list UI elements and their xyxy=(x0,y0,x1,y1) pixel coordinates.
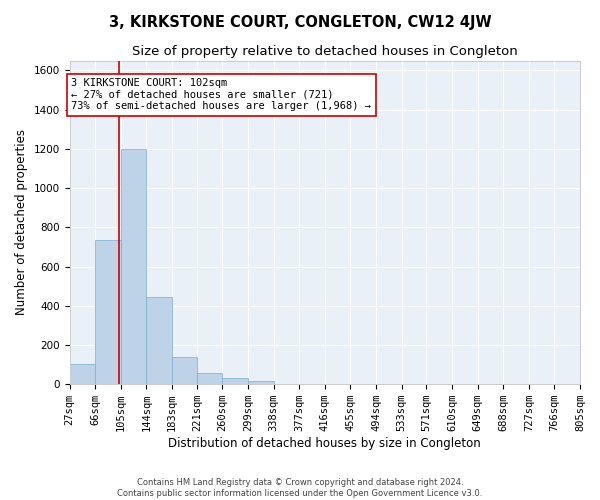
Bar xyxy=(70,364,95,384)
Bar xyxy=(146,297,172,384)
Bar xyxy=(121,149,146,384)
Text: 3, KIRKSTONE COURT, CONGLETON, CW12 4JW: 3, KIRKSTONE COURT, CONGLETON, CW12 4JW xyxy=(109,15,491,30)
Bar xyxy=(95,240,121,384)
Text: Contains HM Land Registry data © Crown copyright and database right 2024.
Contai: Contains HM Land Registry data © Crown c… xyxy=(118,478,482,498)
Text: 3 KIRKSTONE COURT: 102sqm
← 27% of detached houses are smaller (721)
73% of semi: 3 KIRKSTONE COURT: 102sqm ← 27% of detac… xyxy=(71,78,371,112)
Title: Size of property relative to detached houses in Congleton: Size of property relative to detached ho… xyxy=(132,45,518,58)
Bar xyxy=(197,374,223,384)
Bar xyxy=(248,382,274,384)
X-axis label: Distribution of detached houses by size in Congleton: Distribution of detached houses by size … xyxy=(169,437,481,450)
Bar xyxy=(223,378,248,384)
Y-axis label: Number of detached properties: Number of detached properties xyxy=(15,130,28,316)
Bar xyxy=(172,357,197,384)
